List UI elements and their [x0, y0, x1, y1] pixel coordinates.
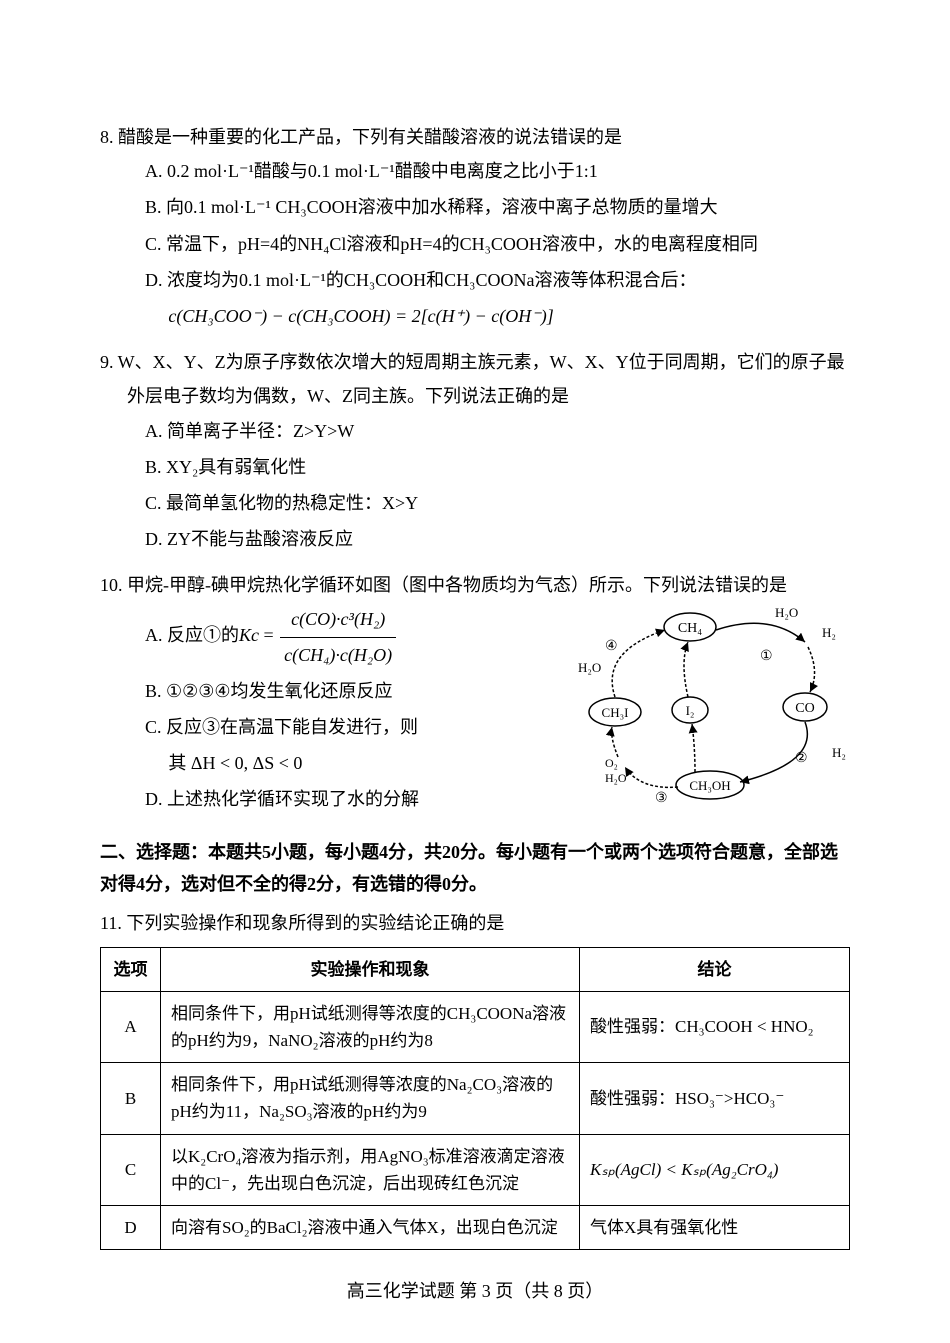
q9-opt-c: C. 最简单氢化物的热稳定性：X>Y: [145, 486, 850, 520]
q10-opt-c: C. 反应③在高温下能自发进行，则: [145, 710, 550, 744]
node-h2o-top: H₂O: [775, 605, 798, 620]
page-footer: 高三化学试题 第 3 页（共 8 页）: [0, 1277, 950, 1303]
node-h2-top: H₂: [822, 625, 836, 640]
q10-options: A. 反应①的Kc = c(CO)·c³(H₂) c(CH₄)·c(H₂O) B…: [100, 602, 550, 816]
label-r2: ②: [795, 751, 808, 766]
section-2-header: 二、选择题：本题共5小题，每小题4分，共20分。每小题有一个或两个选项符合题意，…: [100, 836, 850, 901]
q9-opt-a: A. 简单离子半径：Z>Y>W: [145, 414, 850, 448]
node-h2o-bot: H₂O: [605, 771, 627, 785]
question-9: 9. W、X、Y、Z为原子序数依次增大的短周期主族元素，W、X、Y位于同周期，它…: [100, 345, 850, 556]
node-ch3oh: CH₃OH: [689, 778, 730, 793]
q9-opt-b: B. XY₂具有弱氧化性: [145, 450, 850, 484]
q10-opt-b: B. ①②③④均发生氧化还原反应: [145, 674, 550, 708]
q8-opt-b: B. 向0.1 mol·L⁻¹ CH₃COOH溶液中加水稀释，溶液中离子总物质的…: [145, 190, 850, 224]
q9-options: A. 简单离子半径：Z>Y>W B. XY₂具有弱氧化性 C. 最简单氢化物的热…: [100, 414, 850, 557]
node-ch3i: CH₃I: [602, 705, 629, 720]
q10-opt-c2: 其 ΔH < 0, ΔS < 0: [145, 746, 550, 780]
node-co: CO: [795, 701, 814, 716]
question-8: 8. 醋酸是一种重要的化工产品，下列有关醋酸溶液的说法错误的是 A. 0.2 m…: [100, 120, 850, 333]
q8-opt-c: C. 常温下，pH=4的NH₄Cl溶液和pH=4的CH₃COOH溶液中，水的电离…: [145, 227, 850, 261]
node-h2o-left: H₂O: [578, 660, 601, 675]
q8-options: A. 0.2 mol·L⁻¹醋酸与0.1 mol·L⁻¹醋酸中电离度之比小于1:…: [100, 154, 850, 333]
q11-table: 选项 实验操作和现象 结论 A 相同条件下，用pH试纸测得等浓度的CH₃COON…: [100, 947, 850, 1251]
q8-stem: 8. 醋酸是一种重要的化工产品，下列有关醋酸溶液的说法错误的是: [100, 120, 850, 154]
node-i2: I₂: [686, 703, 695, 718]
q10-diagram: CH₄ H₂O H₂ ① CO H₂ ② CH₃OH ③ O₂: [550, 602, 850, 823]
table-row: B 相同条件下，用pH试纸测得等浓度的Na₂CO₃溶液的pH约为11，Na₂SO…: [101, 1063, 850, 1134]
question-11: 11. 下列实验操作和现象所得到的实验结论正确的是 选项 实验操作和现象 结论 …: [100, 906, 850, 1250]
q9-opt-d: D. ZY不能与盐酸溶液反应: [145, 522, 850, 556]
q10-opt-a: A. 反应①的Kc = c(CO)·c³(H₂) c(CH₄)·c(H₂O): [145, 602, 550, 671]
label-r3: ③: [655, 791, 668, 806]
q11-stem: 11. 下列实验操作和现象所得到的实验结论正确的是: [100, 906, 850, 940]
table-row: A 相同条件下，用pH试纸测得等浓度的CH₃COONa溶液的pH约为9，NaNO…: [101, 991, 850, 1062]
th-con: 结论: [580, 947, 850, 991]
node-h2-right: H₂: [832, 745, 846, 760]
q10-stem: 10. 甲烷-甲醇-碘甲烷热化学循环如图（图中各物质均为气态）所示。下列说法错误…: [100, 568, 850, 602]
label-r4: ④: [605, 639, 618, 654]
label-r1: ①: [760, 649, 773, 664]
q8-opt-a: A. 0.2 mol·L⁻¹醋酸与0.1 mol·L⁻¹醋酸中电离度之比小于1:…: [145, 154, 850, 188]
q10-opt-d: D. 上述热化学循环实现了水的分解: [145, 782, 550, 816]
table-row: C 以K₂CrO₄溶液为指示剂，用AgNO₃标准溶液滴定溶液中的Cl⁻，先出现白…: [101, 1134, 850, 1205]
q9-stem: 9. W、X、Y、Z为原子序数依次增大的短周期主族元素，W、X、Y位于同周期，它…: [100, 345, 850, 413]
node-o2: O₂: [605, 756, 618, 770]
node-ch4: CH₄: [678, 621, 702, 636]
th-op: 实验操作和现象: [161, 947, 580, 991]
question-10: 10. 甲烷-甲醇-碘甲烷热化学循环如图（图中各物质均为气态）所示。下列说法错误…: [100, 568, 850, 823]
q8-opt-d1: D. 浓度均为0.1 mol·L⁻¹的CH₃COOH和CH₃COONa溶液等体积…: [145, 263, 850, 297]
th-opt: 选项: [101, 947, 161, 991]
table-row: D 向溶有SO₂的BaCl₂溶液中通入气体X，出现白色沉淀 气体X具有强氧化性: [101, 1205, 850, 1249]
q8-opt-d2: c(CH₃COO⁻) − c(CH₃COOH) = 2[c(H⁺) − c(OH…: [145, 299, 850, 333]
